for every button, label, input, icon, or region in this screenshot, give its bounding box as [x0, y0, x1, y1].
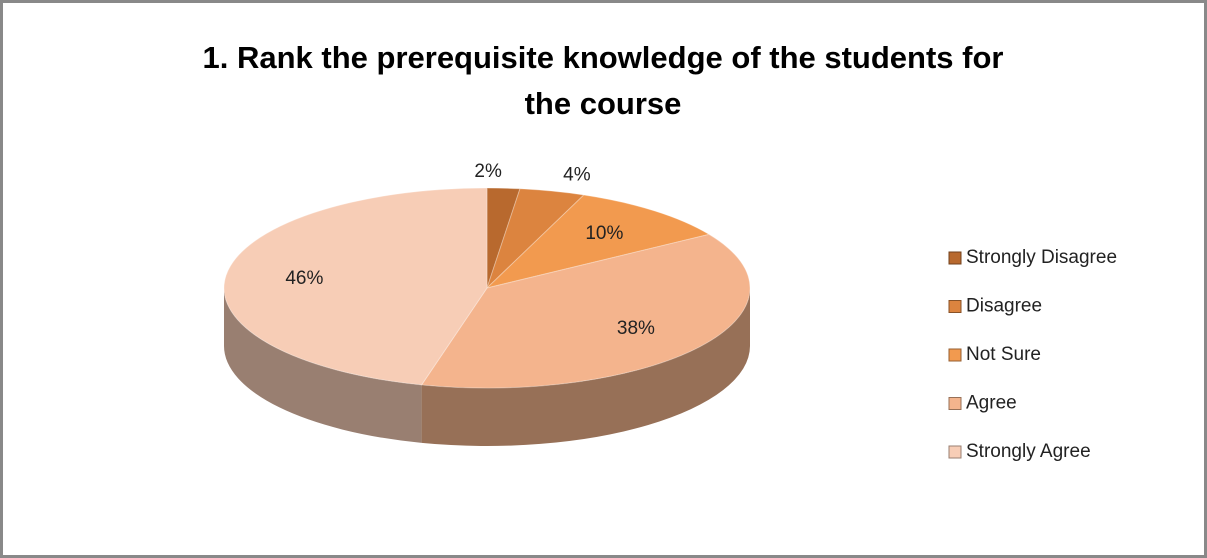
legend-label: Strongly Agree	[966, 441, 1091, 462]
pie-slice	[486, 188, 585, 289]
chart: 2% 4% 10% 38% 46% Strongly Disagree Disagree No…	[223, 161, 1117, 462]
chart-title: 1. Rank the prerequisite knowledge of th…	[202, 40, 1004, 121]
data-label: 10%	[585, 223, 623, 244]
legend-swatch	[948, 251, 962, 265]
legend-label: Strongly Disagree	[966, 247, 1117, 268]
pie-side	[224, 288, 422, 443]
data-label: 46%	[285, 268, 323, 289]
legend-label: Not Sure	[966, 344, 1041, 365]
legend-swatch	[948, 348, 962, 362]
data-label: 4%	[563, 165, 591, 186]
legend-swatch	[948, 397, 962, 410]
pie-slice	[420, 233, 751, 389]
pie-slice	[223, 187, 488, 386]
pie-side	[421, 288, 750, 446]
legend-swatch	[948, 300, 962, 313]
legend-label: Agree	[966, 393, 1017, 414]
pie-slice	[485, 194, 711, 289]
legend-swatch	[948, 445, 962, 459]
legend-label: Disagree	[966, 296, 1042, 317]
pie-slice	[486, 187, 521, 289]
data-label: 2%	[474, 161, 502, 182]
data-label: 38%	[617, 318, 655, 339]
